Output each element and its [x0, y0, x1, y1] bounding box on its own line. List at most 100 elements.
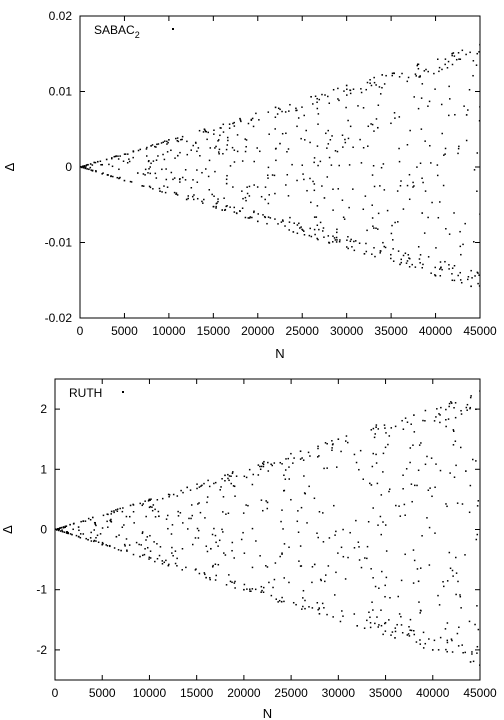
- data-point: [338, 240, 341, 243]
- data-point: [438, 66, 441, 69]
- data-point: [455, 593, 457, 596]
- data-point: [250, 119, 253, 121]
- data-point: [323, 197, 326, 199]
- data-point: [80, 520, 82, 523]
- data-point: [429, 144, 431, 147]
- data-point: [220, 127, 222, 129]
- data-point: [118, 168, 120, 171]
- data-point: [105, 158, 108, 161]
- data-point: [217, 545, 219, 547]
- data-point: [138, 543, 140, 546]
- data-point: [221, 209, 224, 211]
- data-point: [130, 181, 133, 183]
- data-point: [391, 74, 394, 77]
- data-point: [217, 198, 219, 200]
- data-point: [458, 145, 460, 148]
- data-point: [365, 250, 368, 253]
- data-point: [461, 503, 464, 505]
- data-point: [95, 537, 97, 539]
- data-point: [477, 282, 479, 285]
- data-point: [316, 532, 318, 534]
- data-point: [419, 262, 421, 264]
- data-point: [298, 560, 300, 562]
- x-tick-label: 25000: [274, 686, 308, 700]
- data-point: [353, 453, 356, 456]
- data-point: [166, 186, 169, 188]
- x-tick-label: 20000: [227, 686, 261, 700]
- x-tick-label: 35000: [374, 324, 408, 338]
- data-point: [474, 275, 476, 277]
- data-point: [346, 88, 348, 91]
- data-point: [288, 229, 290, 231]
- data-point: [303, 492, 306, 494]
- data-point: [411, 500, 413, 503]
- data-point: [422, 631, 425, 634]
- data-point: [467, 278, 469, 281]
- data-point: [198, 502, 200, 504]
- data-point: [329, 139, 332, 141]
- data-point: [93, 161, 96, 164]
- data-point: [231, 146, 234, 149]
- data-point: [443, 154, 445, 156]
- data-point: [328, 156, 331, 159]
- data-point: [154, 560, 156, 563]
- data-point: [234, 495, 236, 497]
- data-point: [283, 543, 286, 545]
- data-point: [346, 94, 348, 96]
- data-point: [281, 596, 283, 599]
- data-point: [156, 499, 159, 501]
- data-point: [204, 517, 206, 519]
- data-point: [352, 146, 354, 149]
- data-point: [137, 149, 140, 152]
- data-point: [300, 565, 303, 567]
- data-point: [279, 555, 281, 558]
- data-point: [151, 144, 154, 146]
- data-point: [66, 531, 68, 533]
- data-point: [400, 180, 402, 182]
- data-point: [241, 160, 244, 162]
- data-point: [251, 117, 254, 120]
- data-point: [311, 607, 314, 609]
- data-point: [460, 409, 462, 412]
- data-point: [203, 482, 205, 485]
- data-point: [190, 504, 193, 506]
- data-point: [89, 537, 92, 539]
- data-point: [379, 252, 381, 254]
- data-point: [214, 563, 217, 565]
- data-point: [357, 541, 360, 543]
- data-point: [84, 167, 87, 170]
- data-point: [326, 176, 329, 178]
- data-point: [408, 635, 411, 637]
- data-point: [388, 488, 391, 490]
- data-point: [144, 174, 146, 176]
- data-point: [251, 566, 254, 569]
- data-point: [444, 58, 447, 60]
- data-point: [450, 638, 453, 640]
- data-point: [302, 459, 305, 461]
- data-point: [214, 147, 216, 149]
- data-point: [90, 169, 92, 171]
- data-point: [362, 478, 365, 480]
- data-point: [434, 274, 436, 276]
- data-point: [382, 471, 384, 473]
- data-point: [97, 541, 100, 544]
- data-point: [217, 151, 220, 153]
- data-point: [244, 216, 247, 219]
- data-point: [253, 210, 255, 213]
- data-point: [190, 517, 192, 520]
- data-point: [109, 545, 111, 548]
- data-point: [367, 520, 370, 523]
- data-point: [268, 194, 270, 196]
- data-point: [231, 472, 234, 475]
- data-point: [184, 179, 187, 181]
- y-tick-label: 0: [65, 160, 72, 174]
- data-point: [244, 196, 247, 199]
- data-point: [346, 441, 349, 444]
- data-point: [211, 533, 214, 536]
- data-point: [454, 113, 456, 116]
- y-tick-label: 2: [40, 402, 47, 416]
- data-point: [424, 140, 426, 142]
- data-point: [406, 634, 409, 636]
- data-point: [262, 214, 264, 216]
- data-point: [117, 549, 120, 551]
